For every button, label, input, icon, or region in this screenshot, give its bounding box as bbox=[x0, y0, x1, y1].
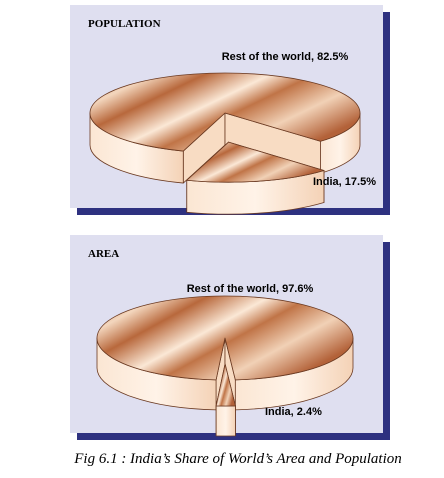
slice-side bbox=[215, 405, 236, 437]
slice-top bbox=[89, 72, 361, 152]
slice-label: India, 2.4% bbox=[265, 406, 322, 418]
slice bbox=[215, 363, 236, 437]
chart-title: AREA bbox=[88, 248, 119, 260]
slice bbox=[96, 295, 354, 411]
slice-label: India, 17.5% bbox=[313, 176, 376, 188]
slice-label: Rest of the world, 82.5% bbox=[222, 51, 349, 63]
slice-label: Rest of the world, 97.6% bbox=[187, 283, 314, 295]
slice-top bbox=[96, 295, 354, 381]
chart-title: POPULATION bbox=[88, 18, 161, 30]
caption: Fig 6.1 : India’s Share of World’s Area … bbox=[73, 451, 402, 467]
slice-top bbox=[186, 141, 325, 183]
slice-top bbox=[215, 363, 236, 407]
slice bbox=[89, 72, 361, 184]
slice bbox=[186, 141, 325, 215]
